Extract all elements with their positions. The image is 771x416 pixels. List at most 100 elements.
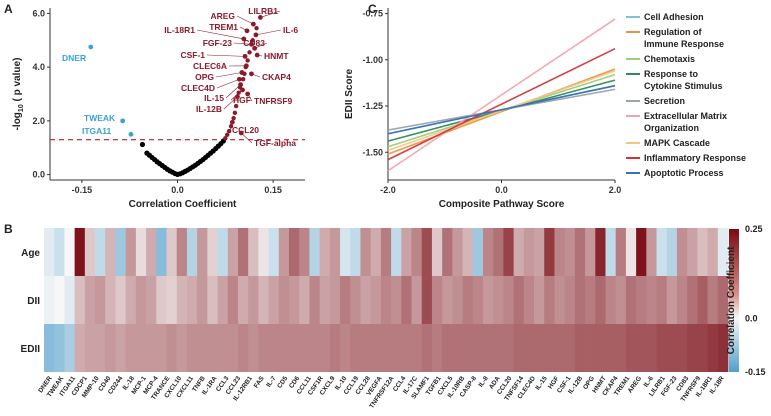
panel-a-point-significant [250,38,255,43]
panel-a-point-label-clec6a: CLEC6A [193,61,227,71]
panel-a-point-label-il-15: IL-15 [204,93,224,103]
panel-b-heatmap-cell-edii [370,324,382,372]
panel-b-heatmap-cell-dii [554,276,566,324]
panel-b-heatmap-cell-dii [299,276,310,324]
panel-b-heatmap-cell-dii [95,276,106,324]
panel-b-heatmap-cell-edii [513,324,525,372]
panel-b-heatmap-cell-edii [268,324,280,372]
panel-b-heatmap-cell-dii [207,276,218,324]
panel-b-heatmap-cell-edii [442,324,453,372]
panel-b-heatmap-cell-age [380,228,392,276]
panel-a-point-label-tweak: TWEAK [84,113,116,123]
panel-b-heatmap-cell-edii [289,324,300,372]
panel-b-heatmap-cell-edii [217,324,229,372]
panel-a-point-label-csf-1: CSF-1 [180,50,205,60]
panel-b-heatmap-cell-dii [391,276,402,324]
panel-a-letter: A [4,2,13,16]
panel-b-heatmap-cell-age [462,228,474,276]
panel-b-heatmap-cell-edii [687,324,698,372]
panel-b-heatmap-cell-edii [95,324,106,372]
panel-b-heatmap-cell-edii [615,324,627,372]
panel-b-column-label: FAS [253,375,266,390]
panel-b-row-label-edii: EDII [21,344,41,355]
panel-b-heatmap-cell-edii [309,324,321,372]
panel-b-heatmap-cell-dii [625,276,637,324]
panel-b-heatmap-cell-dii [105,276,116,324]
panel-b-heatmap-cell-dii [278,276,290,324]
panel-b-colorbar-tick-label: 0.25 [745,224,763,234]
panel-b-heatmap-cell-age [697,228,708,276]
panel-c-series-line-mapk-cascade [387,70,616,152]
panel-a-point-label-cd83: CD83 [243,38,265,48]
panel-a-point-label-ccl20: CCL20 [232,125,259,135]
panel-a-point-tweak [120,118,126,124]
panel-b-heatmap-cell-dii [156,276,167,324]
panel-b-heatmap-cell-edii [258,324,269,372]
panel-b-heatmap-cell-dii [431,276,443,324]
panel-b-heatmap-cell-age [472,228,484,276]
panel-b-heatmap-cell-edii [237,324,249,372]
panel-b-heatmap-cell-dii [74,276,86,324]
panel-b-heatmap-cell-age [636,228,647,276]
panel-b-heatmap-cell-edii [462,324,474,372]
panel-b-heatmap-cell-age [646,228,657,276]
panel-a-point-label-hnmt: HNMT [264,51,289,61]
panel-b-heatmap-cell-dii [574,276,586,324]
panel-b-heatmap-cell-dii [166,276,178,324]
panel-b-heatmap-cell-edii [636,324,647,372]
panel-a-point-clec4d [236,76,242,82]
panel-b-heatmap-cell-age [197,228,208,276]
panel-b-heatmap-cell-age [350,228,361,276]
panel-a-point-cd83 [252,45,258,51]
panel-c-series-line-regulation-of-immune-response [387,68,616,155]
panel-b-heatmap-cell-edii [595,324,606,372]
panel-a-point-significant [225,132,230,138]
panel-b-heatmap-cell-dii [493,276,504,324]
panel-a-point-itga11 [128,131,134,137]
panel-b-heatmap-cell-dii [605,276,617,324]
panel-b-heatmap-cell-age [564,228,576,276]
panel-c-x-tick-label: -2.0 [380,185,396,195]
panel-b-heatmap-cell-dii [319,276,331,324]
panel-b-heatmap-cell-dii [401,276,412,324]
panel-a-y-axis-label-subscript: 10 [18,104,25,112]
panel-b-column-label: IL-15 [534,375,549,392]
panel-b-heatmap-cell-age [268,228,280,276]
panel-a-point-label-ckap4: CKAP4 [262,72,291,82]
panel-c-legend-label-mapk-cascade: MAPK Cascade [644,138,710,148]
panel-a-point-label-dner: DNER [62,53,86,63]
panel-b-colorbar-tick-label: 0.0 [745,313,758,323]
panel-b-heatmap-cell-age [534,228,545,276]
panel-a-point-label-opg: OPG [195,72,214,82]
panel-a-point-significant [240,77,246,82]
panel-b-heatmap-cell-edii [697,324,708,372]
panel-c-series-line-inflammatory-response [387,47,616,161]
panel-a-point-label-itga11: ITGA11 [82,126,112,136]
panel-b-heatmap-cell-age [105,228,116,276]
panel-a-point-significant [231,115,236,121]
panel-b-heatmap-cell-edii [84,324,96,372]
panel-b-heatmap-cell-dii [64,276,76,324]
panel-c-legend-label-inflammatory-response: Inflammatory Response [644,153,746,163]
panel-b-heatmap-cell-edii [248,324,259,372]
panel-b-heatmap-cell-edii [544,324,555,372]
panel-b-heatmap-cell-edii [401,324,412,372]
panel-b-heatmap-cell-age [258,228,269,276]
panel-a-point-hnmt [254,52,260,58]
panel-a-x-tick-label: -0.15 [72,185,93,195]
panel-a-y-tick-label: 0.0 [32,170,45,180]
panel-b-heatmap-cell-age [278,228,290,276]
panel-a-y-tick-label: 2.0 [32,116,45,126]
panel-c-legend-label-extracellular-matrix-organization: Organization [644,123,699,133]
panel-b-heatmap-cell-dii [380,276,392,324]
panel-b-heatmap-cell-dii [135,276,147,324]
panel-b-heatmap-cell-age [217,228,229,276]
panel-b-heatmap-cell-age [95,228,106,276]
panel-a-point-tgf-alpha [238,130,244,136]
panel-b-heatmap-cell-age [309,228,321,276]
panel-a-point-label-il-18r1: IL-18R1 [164,25,195,35]
panel-b-heatmap-cell-edii [574,324,586,372]
panel-b-heatmap-cell-dii [329,276,341,324]
panel-b-heatmap-cell-dii [360,276,372,324]
panel-b-heatmap-cell-age [707,228,719,276]
